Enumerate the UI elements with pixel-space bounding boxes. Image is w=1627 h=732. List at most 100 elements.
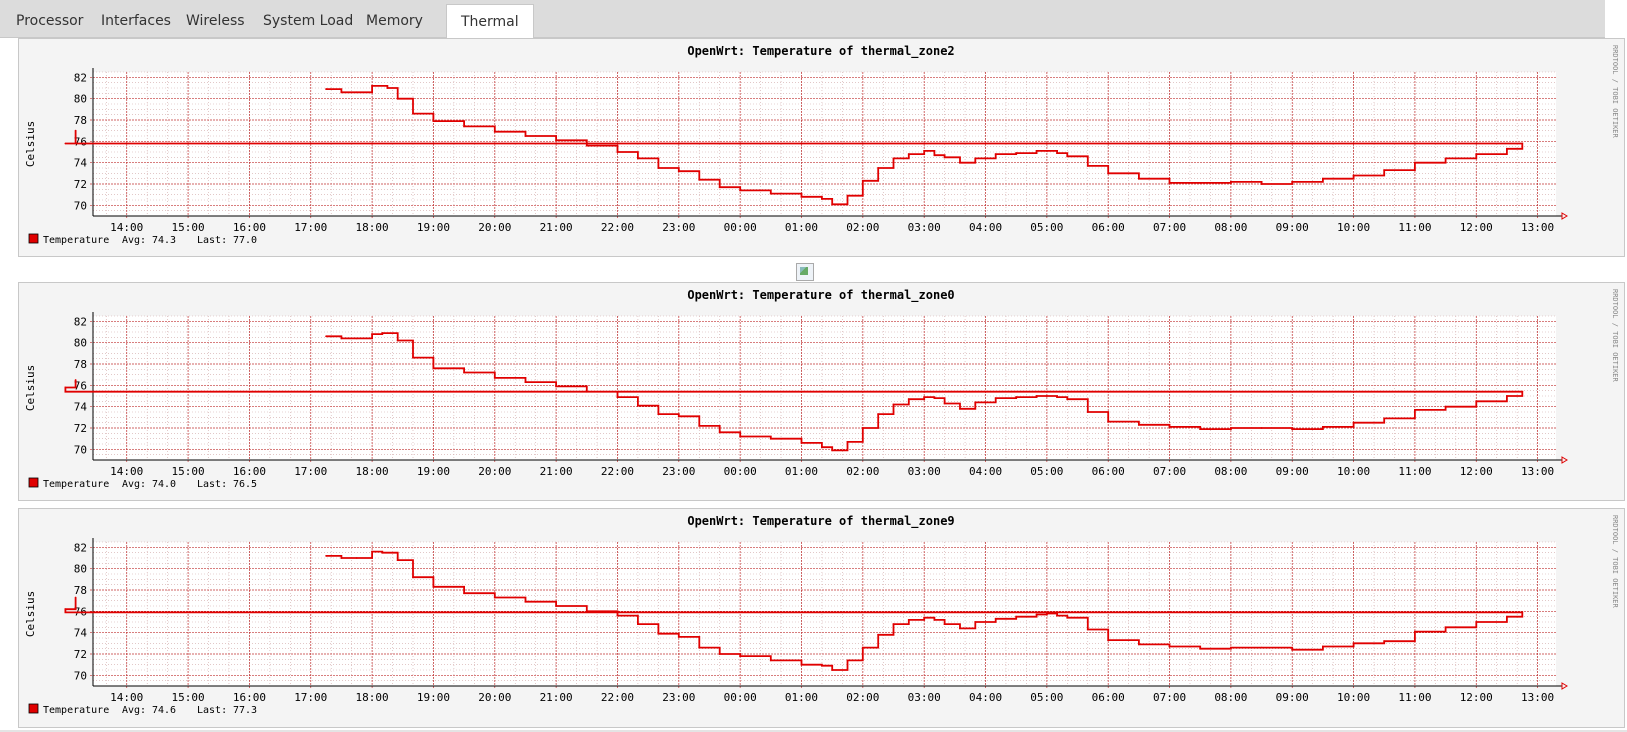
data-point [432,367,435,370]
tab-interfaces[interactable]: Interfaces [101,13,171,29]
plot-area [93,316,1556,460]
data-point [1229,646,1232,649]
data-point [616,614,619,617]
y-tick-label: 82 [74,315,87,328]
x-tick-label: 16:00 [233,691,266,704]
y-tick-label: 74 [74,157,88,170]
data-point [892,403,895,406]
data-point [1056,614,1058,617]
data-point [1475,621,1478,623]
chart-title: OpenWrt: Temperature of thermal_zone9 [687,514,954,529]
data-point [64,608,67,611]
data-point [846,194,849,197]
data-point [1521,390,1524,393]
data-point [959,407,961,410]
data-point [1086,628,1089,631]
data-point [657,413,660,416]
x-tick-label: 00:00 [724,465,757,478]
x-tick-label: 07:00 [1153,691,1186,704]
x-tick-label: 10:00 [1337,691,1370,704]
tab-processor[interactable]: Processor [16,13,84,29]
data-point [463,592,466,595]
broken-image-icon [796,263,814,281]
data-point [821,198,823,200]
x-tick-label: 18:00 [356,691,389,704]
data-point [1475,400,1478,403]
y-tick-label: 82 [74,71,87,84]
data-point [994,617,997,620]
chart-panel-thermal-zone0: OpenWrt: Temperature of thermal_zone0 70 7… [18,282,1625,501]
thermal-zone0-chart: OpenWrt: Temperature of thermal_zone0 70 7… [24,288,1619,490]
legend-last-label: Last: [197,235,227,246]
data-point [493,376,496,379]
data-point [800,195,803,198]
chart-panel-thermal-zone9: OpenWrt: Temperature of thermal_zone9 70 7… [18,508,1625,728]
y-tick-label: 80 [74,337,87,350]
data-point [1352,174,1355,177]
data-point [396,339,399,342]
data-point [1045,395,1048,397]
data-point [698,178,701,181]
data-point [657,167,660,169]
data-point [493,596,496,599]
data-point [1291,180,1294,183]
data-point [585,390,588,393]
x-tick-label: 09:00 [1276,465,1309,478]
y-tick-label: 78 [74,584,87,597]
data-point [974,621,977,623]
data-point [396,559,399,562]
x-axis-arrow-icon [1561,682,1568,690]
x-tick-label: 02:00 [846,221,879,234]
data-point [994,153,997,156]
x-tick-label: 11:00 [1398,465,1431,478]
data-point [907,153,910,156]
legend-avg-label: Avg: [122,705,146,716]
x-tick-label: 04:00 [969,691,1002,704]
tab-wireless[interactable]: Wireless [186,13,245,29]
grid-major [90,316,1556,463]
data-point [1444,405,1447,408]
x-tick-label: 01:00 [785,691,818,704]
data-point [355,91,358,94]
tab-memory[interactable]: Memory [366,13,423,29]
data-point [1414,161,1416,164]
data-point [698,646,701,649]
data-point [1107,420,1110,423]
x-tick-label: 06:00 [1092,691,1125,704]
tab-system-load[interactable]: System Load [263,13,354,29]
x-tick-label: 18:00 [356,465,389,478]
chart-title: OpenWrt: Temperature of thermal_zone2 [687,44,954,59]
data-point [74,596,77,599]
data-point [800,442,803,444]
x-tick-label: 18:00 [356,221,389,234]
y-tick-label: 72 [74,648,87,661]
x-tick-label: 17:00 [294,691,327,704]
thermal-zone9-chart: OpenWrt: Temperature of thermal_zone9 70 7… [24,514,1619,716]
data-point [677,170,680,173]
data-point [831,203,834,206]
data-point [1521,142,1524,145]
data-point [959,627,961,630]
data-point [831,449,834,452]
data-point [1015,615,1018,618]
data-point [637,157,639,160]
data-point [892,157,895,160]
data-point [340,337,343,340]
data-point [355,557,358,559]
y-tick-label: 76 [74,379,87,392]
tab-thermal[interactable]: Thermal [446,4,534,39]
data-point [1322,177,1324,180]
x-tick-label: 01:00 [785,221,818,234]
legend-avg-value: 74.6 [152,705,176,716]
data-point [1444,157,1447,160]
data-point [933,618,936,621]
plot-area [93,542,1556,686]
y-tick-label: 74 [74,401,88,414]
rrd-watermark: RRDTOOL / TOBI OETIKER [1611,515,1619,609]
data-point [892,623,895,626]
x-tick-label: 02:00 [846,465,879,478]
data-point [877,413,880,416]
x-tick-label: 21:00 [540,221,573,234]
x-tick-label: 19:00 [417,691,450,704]
data-point [1086,411,1089,413]
